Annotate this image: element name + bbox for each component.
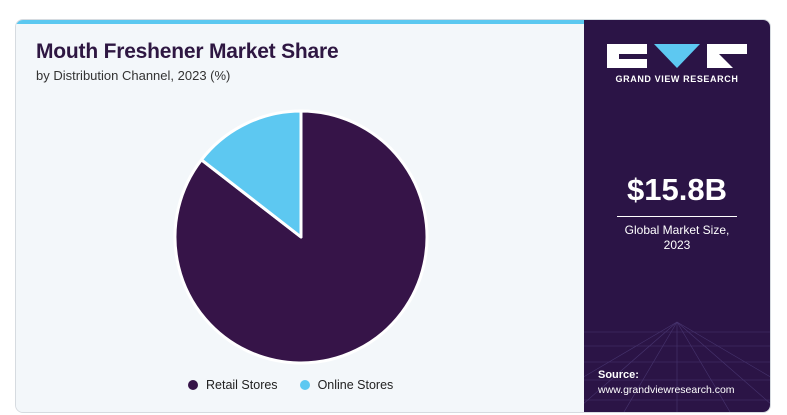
legend-swatch-retail: [188, 380, 198, 390]
perspective-grid-decoration: [584, 321, 770, 412]
chart-legend: Retail Stores Online Stores: [188, 378, 393, 392]
legend-item-online-stores: Online Stores: [299, 378, 394, 392]
chart-subtitle: by Distribution Channel, 2023 (%): [36, 68, 231, 83]
chart-panel: Mouth Freshener Market Share by Distribu…: [16, 24, 584, 412]
source-url: www.grandviewresearch.com: [598, 384, 735, 396]
pie-slice-online-stores: [199, 109, 303, 239]
brand-name: GRAND VIEW RESEARCH: [615, 74, 739, 84]
pie-slice-retail-stores: [173, 109, 429, 365]
legend-item-retail-stores: Retail Stores: [188, 378, 278, 392]
legend-swatch-online: [299, 380, 310, 390]
market-size-label-line1: Global Market Size,: [624, 223, 730, 237]
source-label: Source:: [598, 369, 639, 381]
market-size-label-line2: 2023: [663, 238, 691, 252]
infographic-card: Mouth Freshener Market Share by Distribu…: [15, 19, 771, 413]
market-size-value: $15.8B: [627, 172, 727, 207]
legend-label-retail: Retail Stores: [206, 378, 278, 392]
grand-view-research-logo-icon: [607, 44, 747, 68]
pie-chart: [173, 109, 429, 365]
chart-title: Mouth Freshener Market Share: [36, 40, 339, 63]
summary-sidebar: GRAND VIEW RESEARCH $15.8B Global Market…: [584, 20, 770, 412]
accent-bar: [16, 20, 584, 24]
kpi-divider: [617, 216, 737, 217]
market-size-label: Global Market Size, 2023: [584, 223, 770, 253]
legend-label-online: Online Stores: [317, 378, 394, 392]
